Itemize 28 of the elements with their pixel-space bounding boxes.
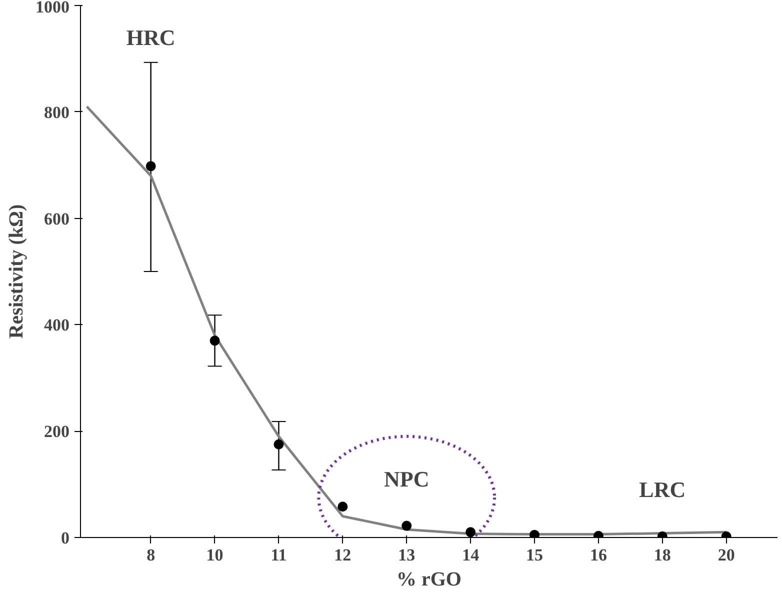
y-tick-label: 800 [44, 102, 70, 122]
x-tick-label: 15 [526, 546, 544, 564]
point [146, 161, 156, 172]
x-axis-title: % rGO [396, 568, 462, 590]
y-tick-label: 200 [44, 422, 70, 442]
x-tick-label: 20 [718, 546, 735, 564]
y-tick-label: 1000 [36, 0, 70, 16]
point [274, 439, 284, 450]
x-tick-label: 10 [206, 546, 224, 564]
x-tick-label: 8 [146, 546, 156, 564]
y-tick-label: 0 [61, 528, 70, 548]
annotation: NPC [384, 466, 430, 492]
y-tick-label: 600 [44, 209, 70, 228]
point [210, 336, 220, 346]
x-tick-label: 11 [270, 546, 287, 564]
point [402, 520, 412, 531]
x-tick-label: 14 [462, 546, 480, 564]
point [338, 502, 348, 512]
x-tick-label: 18 [654, 546, 671, 564]
annotation: HRC [126, 24, 176, 50]
point [530, 530, 540, 538]
point [466, 527, 476, 538]
x-tick-label: 12 [334, 546, 352, 564]
y-axis-title: Resistivity (kΩ) [6, 204, 28, 339]
x-tick-label: 13 [398, 546, 416, 564]
y-tick-label: 400 [44, 316, 70, 335]
annotation: LRC [639, 477, 686, 502]
x-tick-label: 16 [590, 546, 607, 564]
